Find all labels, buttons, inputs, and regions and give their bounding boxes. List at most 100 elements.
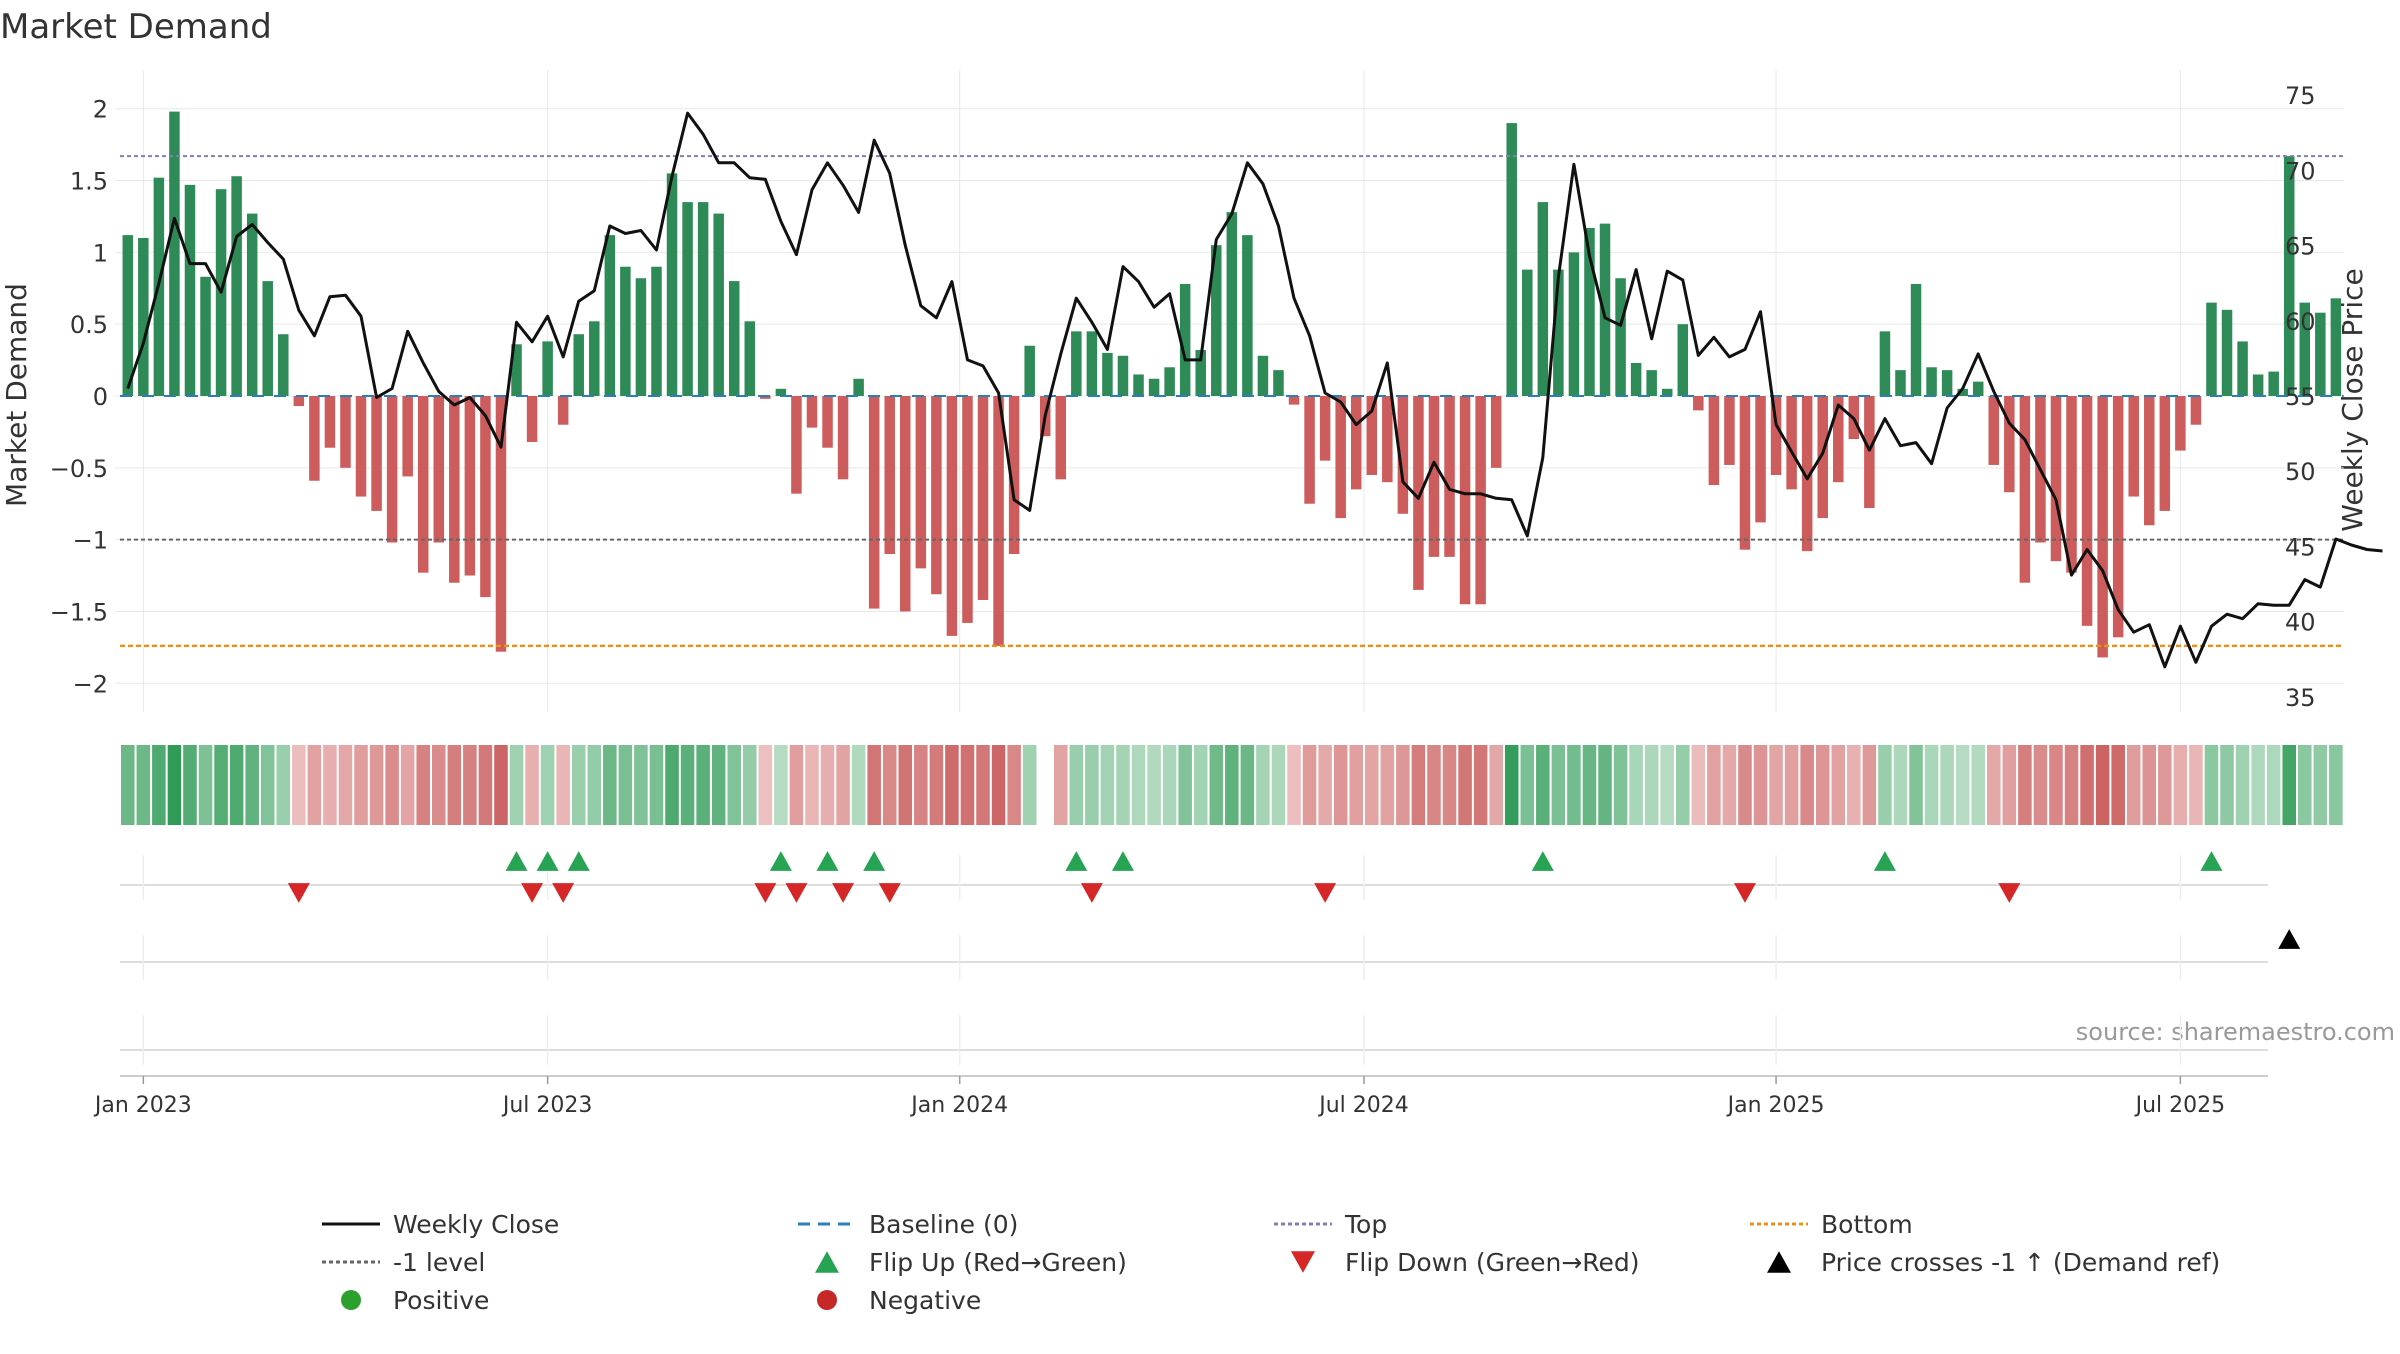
heat-cell bbox=[945, 745, 959, 825]
demand-bar bbox=[1195, 350, 1206, 396]
demand-bar bbox=[1724, 396, 1735, 465]
y-tick-right: 50 bbox=[2285, 458, 2316, 486]
heat-cell bbox=[1536, 745, 1550, 825]
demand-bar bbox=[200, 276, 211, 396]
demand-bar bbox=[2206, 302, 2217, 396]
flip-down-marker bbox=[1998, 883, 2021, 903]
demand-bar bbox=[278, 334, 289, 396]
demand-bar bbox=[231, 176, 242, 396]
legend-swatch-negative bbox=[817, 1290, 837, 1310]
demand-bar bbox=[2081, 396, 2093, 626]
legend-item-top: Top bbox=[1274, 1210, 1387, 1239]
heat-cell bbox=[1318, 745, 1332, 825]
heat-cell bbox=[696, 745, 710, 825]
demand-bar bbox=[2283, 156, 2295, 396]
heat-cell bbox=[1349, 745, 1363, 825]
heat-cell bbox=[2313, 745, 2328, 825]
heat-cell bbox=[1427, 745, 1441, 825]
heat-cell bbox=[494, 745, 508, 825]
demand-bar bbox=[184, 184, 196, 396]
reference-lines bbox=[120, 155, 2344, 648]
demand-bar bbox=[1304, 396, 1315, 504]
heat-cell bbox=[292, 745, 306, 825]
event-tracks bbox=[120, 851, 2301, 1077]
demand-bar bbox=[1148, 378, 1160, 396]
demand-bar bbox=[1553, 269, 1564, 396]
heat-cell bbox=[1147, 745, 1161, 825]
y-tick-left: 0 bbox=[93, 383, 108, 411]
demand-bar bbox=[837, 396, 849, 480]
y-tick-labels: 2 1.5 1 0.5 0 −0.5 −1 −1.5 −2 75 70 65 60 55 50 45 40 35 bbox=[50, 82, 2316, 712]
demand-bar bbox=[946, 396, 958, 636]
y-tick-left: −2 bbox=[73, 670, 108, 698]
demand-bar bbox=[900, 396, 911, 612]
heat-cell bbox=[416, 745, 430, 825]
demand-bar bbox=[2112, 396, 2124, 638]
heat-cell bbox=[447, 745, 462, 825]
heat-cell bbox=[1225, 745, 1239, 825]
flip-down-marker bbox=[785, 883, 808, 903]
heat-cell bbox=[1691, 745, 1706, 825]
heat-cell bbox=[2095, 745, 2110, 825]
heat-cell bbox=[914, 745, 928, 825]
flip-down-marker bbox=[832, 883, 855, 903]
price-layer bbox=[126, 111, 2383, 669]
heat-cell bbox=[1987, 745, 2001, 825]
demand-bar bbox=[1661, 388, 1673, 396]
heat-cell bbox=[1582, 745, 1597, 825]
heat-cell bbox=[1489, 745, 1503, 825]
heat-cell bbox=[1862, 745, 1877, 825]
demand-bar bbox=[355, 396, 367, 497]
source-credit: source: sharemaestro.com bbox=[2076, 1018, 2395, 1046]
heat-cell bbox=[1769, 745, 1783, 825]
heat-cell bbox=[2158, 745, 2172, 825]
heat-cell bbox=[2018, 745, 2032, 825]
heat-cell bbox=[882, 745, 897, 825]
demand-bar bbox=[744, 321, 756, 396]
y-tick-right: 40 bbox=[2285, 609, 2316, 637]
heat-cell bbox=[1800, 745, 1814, 825]
demand-bar bbox=[682, 202, 693, 396]
heat-cell bbox=[2064, 745, 2079, 825]
demand-bar bbox=[1335, 396, 1346, 519]
demand-bar bbox=[1459, 396, 1471, 605]
demand-bar bbox=[1926, 367, 1937, 396]
demand-bar bbox=[1988, 396, 2000, 465]
demand-bar bbox=[122, 235, 134, 396]
demand-bar bbox=[1211, 245, 1222, 396]
demand-bar bbox=[713, 213, 724, 396]
heat-cell bbox=[1022, 745, 1037, 825]
demand-bar bbox=[1522, 269, 1533, 396]
demand-bar bbox=[1584, 227, 1595, 396]
demand-bar bbox=[1257, 355, 1269, 396]
heat-cell bbox=[260, 745, 275, 825]
flip-up-marker bbox=[1873, 851, 1896, 871]
legend-label-minus_one: -1 level bbox=[393, 1248, 485, 1277]
heat-cell bbox=[245, 745, 259, 825]
flip-up-marker bbox=[536, 851, 559, 871]
heat-cell bbox=[820, 745, 835, 825]
heat-cell bbox=[774, 745, 788, 825]
flip-up-marker bbox=[1111, 851, 1134, 871]
demand-bar bbox=[1117, 355, 1129, 396]
demand-bar bbox=[1817, 396, 1828, 519]
demand-bar bbox=[604, 235, 616, 396]
demand-bar bbox=[775, 388, 787, 396]
demand-bar bbox=[2252, 374, 2264, 396]
heat-cell bbox=[1551, 745, 1566, 825]
heat-cell bbox=[1504, 745, 1519, 825]
demand-bar bbox=[1972, 381, 1984, 396]
heat-cell bbox=[618, 745, 633, 825]
legend-swatch-flip_down bbox=[1291, 1251, 1315, 1273]
chart-title: Market Demand bbox=[0, 7, 272, 47]
demand-bar bbox=[1397, 396, 1409, 514]
heat-cell bbox=[432, 745, 446, 825]
demand-bar bbox=[1693, 396, 1704, 411]
demand-bar bbox=[1957, 388, 1968, 396]
legend-label-positive: Positive bbox=[393, 1286, 489, 1315]
heat-cell bbox=[229, 745, 244, 825]
legend-swatch-price_cross bbox=[1767, 1251, 1791, 1273]
y-axis-left-label: Market Demand bbox=[0, 283, 33, 507]
demand-bar bbox=[1490, 396, 1502, 468]
legend-item-negative: Negative bbox=[817, 1286, 981, 1315]
